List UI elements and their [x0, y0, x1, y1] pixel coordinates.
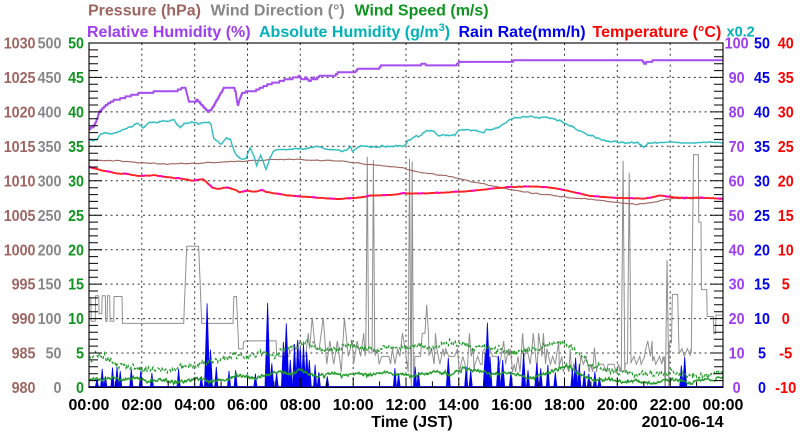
svg-text:980: 980: [12, 380, 36, 397]
svg-text:04:00: 04:00: [174, 397, 215, 414]
svg-text:00:00: 00:00: [703, 397, 744, 414]
svg-text:-5: -5: [779, 346, 792, 363]
svg-text:45: 45: [68, 70, 84, 87]
svg-text:300: 300: [38, 173, 62, 190]
svg-text:16:00: 16:00: [491, 397, 532, 414]
svg-text:1010: 1010: [4, 173, 36, 190]
svg-text:50: 50: [46, 346, 62, 363]
svg-text:1020: 1020: [4, 105, 36, 122]
svg-text:985: 985: [12, 346, 36, 363]
svg-text:30: 30: [754, 173, 770, 190]
svg-text:60: 60: [729, 173, 745, 190]
svg-text:400: 400: [38, 105, 62, 122]
svg-text:00:00: 00:00: [69, 397, 110, 414]
svg-text:50: 50: [68, 36, 84, 53]
svg-text:40: 40: [729, 242, 745, 259]
svg-text:Absolute Humidity (g/m3): Absolute Humidity (g/m3): [259, 22, 450, 41]
svg-text:-10: -10: [775, 380, 796, 397]
svg-text:10: 10: [729, 346, 745, 363]
svg-text:200: 200: [38, 242, 62, 259]
svg-text:15: 15: [778, 208, 794, 225]
svg-text:10: 10: [68, 311, 84, 328]
svg-text:10:00: 10:00: [333, 397, 374, 414]
svg-text:20: 20: [754, 242, 770, 259]
svg-text:250: 250: [38, 208, 62, 225]
svg-text:1030: 1030: [4, 36, 36, 53]
svg-text:50: 50: [729, 208, 745, 225]
svg-text:14:00: 14:00: [438, 397, 479, 414]
svg-text:08:00: 08:00: [280, 397, 321, 414]
svg-text:1000: 1000: [4, 242, 36, 259]
svg-text:150: 150: [38, 277, 62, 294]
svg-text:5: 5: [758, 346, 766, 363]
svg-text:02:00: 02:00: [121, 397, 162, 414]
svg-text:1025: 1025: [4, 70, 36, 87]
svg-text:10: 10: [754, 311, 770, 328]
svg-text:40: 40: [778, 36, 794, 53]
svg-text:40: 40: [754, 105, 770, 122]
svg-text:0: 0: [758, 380, 766, 397]
svg-text:25: 25: [68, 208, 84, 225]
svg-text:45: 45: [754, 70, 770, 87]
svg-text:35: 35: [754, 139, 770, 156]
svg-text:Rain Rate(mm/h): Rain Rate(mm/h): [459, 24, 586, 41]
svg-text:22:00: 22:00: [650, 397, 691, 414]
svg-text:2010-06-14: 2010-06-14: [642, 414, 724, 431]
svg-text:20:00: 20:00: [597, 397, 638, 414]
svg-text:35: 35: [68, 139, 84, 156]
svg-text:10: 10: [778, 242, 794, 259]
svg-text:Wind Direction (°): Wind Direction (°): [211, 3, 345, 20]
svg-text:Relative Humidity (%): Relative Humidity (%): [87, 24, 251, 41]
svg-text:0: 0: [733, 380, 741, 397]
svg-text:Time (JST): Time (JST): [371, 414, 453, 431]
svg-text:30: 30: [68, 173, 84, 190]
svg-text:25: 25: [778, 139, 794, 156]
svg-text:18:00: 18:00: [544, 397, 585, 414]
svg-text:15: 15: [68, 277, 84, 294]
svg-text:90: 90: [729, 70, 745, 87]
svg-text:990: 990: [12, 311, 36, 328]
svg-text:70: 70: [729, 139, 745, 156]
svg-text:50: 50: [754, 36, 770, 53]
svg-text:0: 0: [76, 380, 84, 397]
svg-text:25: 25: [754, 208, 770, 225]
svg-text:30: 30: [778, 105, 794, 122]
svg-text:15: 15: [754, 277, 770, 294]
svg-text:0: 0: [54, 380, 62, 397]
svg-text:1015: 1015: [4, 139, 36, 156]
svg-text:100: 100: [38, 311, 62, 328]
svg-text:20: 20: [778, 173, 794, 190]
svg-text:80: 80: [729, 105, 745, 122]
svg-text:5: 5: [76, 346, 84, 363]
svg-text:20: 20: [729, 311, 745, 328]
svg-text:12:00: 12:00: [386, 397, 427, 414]
svg-text:995: 995: [12, 277, 36, 294]
svg-text:0: 0: [782, 311, 790, 328]
svg-text:Pressure (hPa): Pressure (hPa): [88, 3, 201, 20]
svg-text:1005: 1005: [4, 208, 36, 225]
svg-text:x0.2: x0.2: [727, 25, 755, 41]
svg-text:500: 500: [38, 36, 62, 53]
svg-text:40: 40: [68, 105, 84, 122]
svg-text:100: 100: [725, 36, 749, 53]
svg-text:20: 20: [68, 242, 84, 259]
svg-text:06:00: 06:00: [227, 397, 268, 414]
svg-text:Wind Speed (m/s): Wind Speed (m/s): [355, 3, 489, 20]
svg-text:5: 5: [782, 277, 790, 294]
svg-text:35: 35: [778, 70, 794, 87]
svg-text:450: 450: [38, 70, 62, 87]
svg-text:30: 30: [729, 277, 745, 294]
svg-text:Temperature (°C): Temperature (°C): [593, 24, 722, 41]
svg-text:350: 350: [38, 139, 62, 156]
